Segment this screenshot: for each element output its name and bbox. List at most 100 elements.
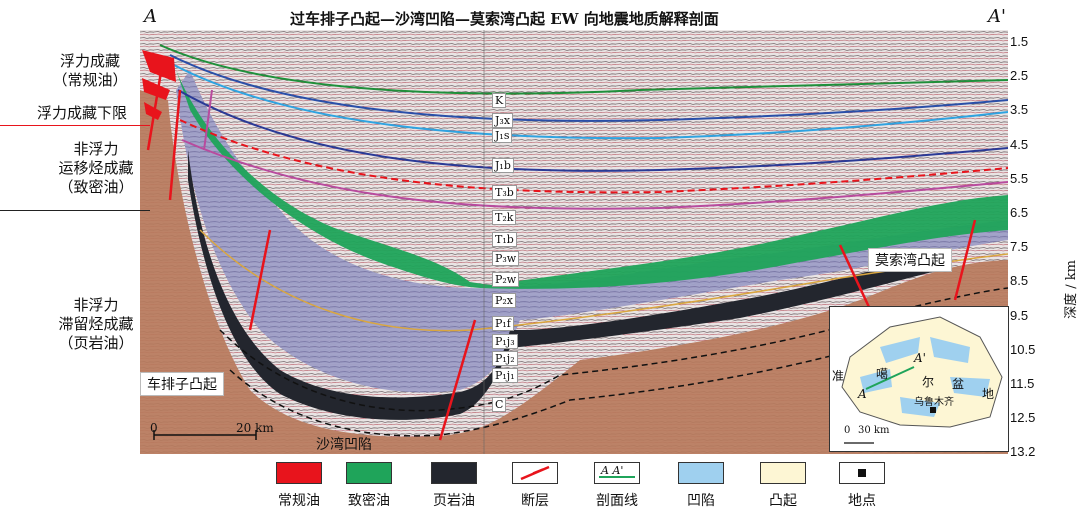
inset-label-zhun: 准 bbox=[832, 369, 845, 383]
fault-line bbox=[146, 65, 164, 151]
section-title: 过车排子凸起—沙湾凹陷—莫索湾凸起 EW 向地震地质解释剖面 bbox=[290, 10, 719, 28]
conventional-oil-lens bbox=[142, 78, 170, 100]
fault-line bbox=[953, 219, 977, 301]
annotation-line: （常规油） bbox=[52, 71, 128, 89]
horizon-j1b bbox=[177, 89, 1008, 172]
horizon-t2k bbox=[181, 139, 1008, 210]
legend-item: 凹陷 bbox=[678, 462, 738, 512]
depth-axis-label-wrap: 深度 / km bbox=[1040, 240, 1080, 350]
legend-item: 断层 bbox=[512, 462, 572, 512]
scale-bar-start: 0 bbox=[150, 421, 158, 435]
fault-line bbox=[438, 319, 477, 441]
legend-item: 致密油 bbox=[346, 462, 406, 512]
depth-tick-label: 12.5 bbox=[1010, 410, 1036, 426]
legend-swatch bbox=[346, 462, 392, 484]
legend-swatch bbox=[512, 462, 558, 484]
legend-profile-text: A A' bbox=[601, 464, 624, 477]
fault-line bbox=[168, 89, 182, 201]
legend-swatch bbox=[760, 462, 806, 484]
depth-tick-label: 9.5 bbox=[1010, 307, 1029, 323]
strata-label: P₁f bbox=[492, 316, 514, 331]
legend-swatch bbox=[276, 462, 322, 484]
legend-label: 凸起 bbox=[769, 493, 797, 509]
legend-swatch bbox=[678, 462, 724, 484]
permian-purple-zone bbox=[176, 70, 1008, 393]
inset-map-graphic bbox=[841, 316, 1003, 444]
inset-line-a: A bbox=[858, 387, 867, 401]
inset-label-di: 地 bbox=[982, 387, 995, 401]
legend-label: 凹陷 bbox=[687, 493, 715, 509]
legend-label: 页岩油 bbox=[433, 493, 475, 509]
horizon-t3b bbox=[179, 119, 1008, 194]
inset-label-ga: 噶 bbox=[876, 367, 889, 381]
strata-label: P₁j₂ bbox=[492, 351, 518, 366]
annotation-line: 滞留烃成藏 bbox=[58, 315, 134, 333]
annotation-non-float-migration: 非浮力 运移烃成藏 （致密油） bbox=[46, 140, 146, 197]
strata-label: T₃b bbox=[492, 185, 517, 200]
conventional-oil-lens bbox=[144, 102, 162, 120]
strata-label: K bbox=[492, 93, 507, 108]
depth-tick-label: 1.5 bbox=[1010, 34, 1029, 49]
strata-label: J₃x bbox=[492, 113, 514, 128]
fault-line bbox=[248, 229, 272, 331]
annotation-line: 运移烃成藏 bbox=[58, 159, 134, 177]
strata-label: J₁s bbox=[492, 128, 513, 143]
annotation-line: 非浮力 bbox=[73, 296, 119, 314]
seismic-section bbox=[140, 30, 1008, 454]
horizon-j1s bbox=[173, 64, 1008, 140]
scale-bar-end: 20 km bbox=[236, 421, 274, 435]
horizon-j3x bbox=[169, 54, 1008, 122]
legend-label: 断层 bbox=[521, 493, 549, 509]
section-title-bar: A 过车排子凸起—沙湾凹陷—莫索湾凸起 EW 向地震地质解释剖面 A' bbox=[0, 0, 1080, 34]
annotation-line: （致密油） bbox=[58, 178, 134, 196]
strata-label: P₃w bbox=[492, 251, 520, 266]
legend-item: 地点 bbox=[839, 462, 899, 512]
sag-area bbox=[930, 337, 970, 363]
depth-tick-label: 11.5 bbox=[1010, 376, 1035, 391]
strata-label: P₁j₁ bbox=[492, 368, 518, 383]
inset-city-label: 乌鲁木齐 bbox=[914, 397, 954, 408]
annotation-float-conventional: 浮力成藏 （常规油） bbox=[40, 52, 140, 90]
basement-layer bbox=[140, 90, 1008, 454]
endpoint-a-label: A bbox=[144, 6, 157, 27]
legend-item: 页岩油 bbox=[431, 462, 491, 512]
strata-label: T₁b bbox=[492, 232, 517, 247]
depth-axis-label: 深度 / km bbox=[1063, 260, 1079, 319]
inset-scale-start: 0 bbox=[844, 425, 851, 436]
legend-label: 致密油 bbox=[348, 493, 390, 509]
inset-label-er: 尔 bbox=[922, 375, 935, 389]
callout-shawan-sag: 沙湾凹陷 bbox=[316, 437, 372, 453]
legend-swatch: A A' bbox=[594, 462, 640, 484]
legend-swatch bbox=[839, 462, 885, 484]
inset-scale-end: 30 km bbox=[858, 425, 890, 436]
strata-label: T₂k bbox=[492, 210, 517, 225]
conventional-oil-lens bbox=[142, 50, 176, 82]
strata-label: P₂x bbox=[492, 293, 517, 308]
legend-label: 剖面线 bbox=[596, 493, 638, 509]
sag-area bbox=[880, 337, 920, 363]
legend-item: 凸起 bbox=[760, 462, 820, 512]
annotation-float-lower-limit: 浮力成藏下限 bbox=[36, 104, 127, 122]
endpoint-a-prime-label: A' bbox=[988, 6, 1006, 27]
legend-item: A A' 剖面线 bbox=[594, 462, 654, 512]
depth-tick-label: 5.5 bbox=[1010, 170, 1029, 186]
depth-tick-label: 8.5 bbox=[1010, 273, 1029, 289]
annotation-line: 浮力成藏 bbox=[59, 52, 120, 70]
depth-tick-label: 3.5 bbox=[1010, 102, 1029, 118]
strata-label: P₂w bbox=[492, 272, 520, 287]
strata-label: P₁j₃ bbox=[492, 334, 518, 349]
depth-tick-label: 13.2 bbox=[1010, 444, 1036, 460]
annotation-non-float-retention: 非浮力 滞留烃成藏 （页岩油） bbox=[46, 296, 146, 353]
strata-label: J₁b bbox=[492, 158, 514, 173]
legend-label: 地点 bbox=[848, 493, 876, 509]
horizon-p1j-dashed bbox=[219, 287, 1008, 412]
inset-label-pen: 盆 bbox=[952, 377, 965, 391]
divider-line bbox=[0, 210, 150, 211]
float-lower-limit-line bbox=[0, 125, 150, 126]
annotation-line: 非浮力 bbox=[73, 140, 119, 158]
strata-label: C bbox=[492, 397, 507, 412]
depth-tick-label: 7.5 bbox=[1010, 239, 1029, 255]
inset-location-map: 准 噶 尔 盆 地 A A' 乌鲁木齐 0 30 km bbox=[829, 306, 1009, 452]
depth-tick-label: 6.5 bbox=[1010, 205, 1029, 220]
depth-tick-label: 2.5 bbox=[1010, 68, 1029, 84]
